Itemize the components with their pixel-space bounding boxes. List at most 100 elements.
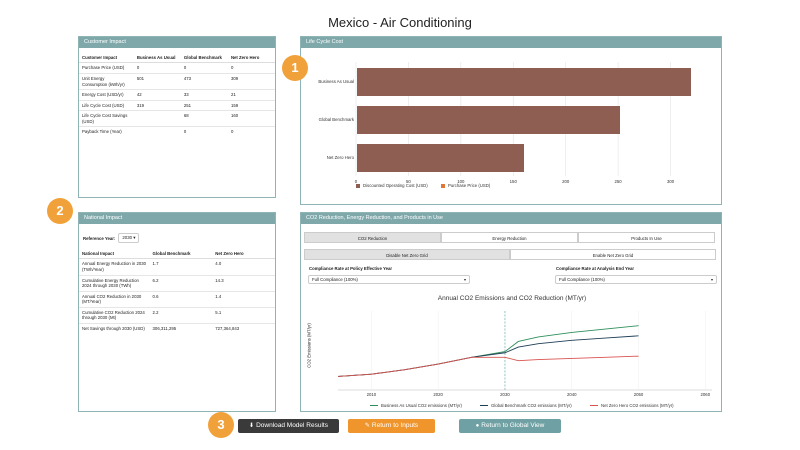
step-badge-3: 3	[208, 412, 234, 438]
row-label: Annual CO2 Reduction in 2030 (MT/Year)	[79, 290, 150, 308]
legend-label: Business As Usual CO2 emissions (MT/yr)	[381, 403, 463, 408]
x-tick-label: 50	[406, 179, 411, 184]
download-icon: ⬇	[249, 423, 255, 429]
row-label: Unit Energy Consumption (kWh/yr)	[79, 72, 134, 90]
cell-value	[133, 126, 181, 137]
tab-co2-reduction[interactable]: CO2 Reduction	[304, 232, 441, 243]
cell-value: 319	[133, 99, 181, 111]
co2-line-chart: 2010 2020 2030 2040 2050 2060 Business As Usua…	[337, 311, 712, 408]
x-tick-label: 0	[355, 179, 358, 184]
chevron-down-icon: ▾	[463, 277, 466, 282]
lcc-legend-purchase: Purchase Price (USD)	[441, 183, 490, 188]
legend-label: Global Benchmark CO2 emissions (MT/yr)	[491, 403, 572, 408]
cell-value: 21	[227, 89, 275, 101]
table-row: Cumulative CO2 Reduction 2024 through 20…	[79, 306, 275, 324]
end-year-compliance-value: Full Compliance (100%)	[559, 277, 605, 282]
legend-label: Discounted Operating Cost (USD)	[363, 183, 428, 188]
series-line	[337, 335, 639, 377]
bar	[357, 68, 692, 96]
national-impact-panel: National Impact Reference Year: 2030 ▾ N…	[78, 212, 276, 412]
column-header: Business As Usual	[133, 53, 181, 64]
cell-value: 0	[133, 62, 181, 74]
column-header: National Impact	[79, 249, 150, 260]
row-label: Net Savings through 2030 (USD)	[79, 322, 150, 334]
cell-value: 68	[180, 110, 228, 127]
chevron-down-icon: ▾	[710, 277, 713, 282]
edit-icon: ✎	[364, 423, 370, 429]
global-label: Return to Global View	[481, 422, 545, 429]
row-label: Life Cycle Cost (USD)	[79, 99, 134, 111]
co2-panel-header: CO2 Reduction, Energy Reduction, and Pro…	[301, 213, 721, 224]
cell-value: 159	[227, 99, 275, 111]
category-label: Business As Usual	[318, 79, 354, 84]
co2-panel: CO2 Reduction, Energy Reduction, and Pro…	[300, 212, 722, 412]
x-tick-label: 2020	[433, 392, 443, 397]
table-row: Cumulative Energy Reduction 2024 through…	[79, 274, 275, 292]
row-label: Cumulative CO2 Reduction 2024 through 20…	[79, 306, 150, 324]
cell-value: 6.2	[149, 274, 213, 292]
bar	[357, 106, 621, 134]
table-row: Energy Cost (USD/yr) 42 33 21	[79, 89, 275, 101]
series-line	[337, 355, 639, 377]
table-row: Annual Energy Reduction in 2030 (TWh/Yea…	[79, 258, 275, 276]
customer-impact-panel: Customer Impact Customer Impact Business…	[78, 36, 276, 198]
national-impact-table: National Impact Global Benchmark Net Zer…	[79, 249, 275, 334]
co2-chart-title: Annual CO2 Emissions and CO2 Reduction (…	[437, 295, 587, 302]
return-to-global-view-button[interactable]: ● Return to Global View	[459, 419, 561, 433]
bar	[357, 144, 524, 172]
end-year-compliance-select[interactable]: Full Compliance (100%) ▾	[555, 275, 717, 284]
enable-net-zero-grid-button[interactable]: Enable Net Zero Grid	[510, 249, 716, 260]
x-tick-label: 100	[457, 179, 465, 184]
x-tick-label: 2050	[634, 392, 644, 397]
x-tick-label: 200	[562, 179, 570, 184]
download-label: Download Model Results	[256, 422, 328, 429]
cell-value: 501	[133, 72, 181, 90]
x-tick-label: 150	[510, 179, 518, 184]
cell-value: 1.4	[212, 290, 275, 308]
cell-value: 5.1	[212, 306, 275, 324]
cell-value: 0	[227, 62, 275, 74]
category-label: Net Zero Hero	[326, 155, 354, 160]
policy-year-compliance-label: Compliance Rate at Policy Effective Year	[309, 266, 393, 271]
table-row: Life Cycle Cost (USD) 319 251 159	[79, 99, 275, 111]
reference-year-row: Reference Year: 2030 ▾	[83, 233, 140, 243]
cell-value: 0.6	[149, 290, 213, 308]
cell-value	[133, 110, 181, 127]
x-tick-label: 2010	[367, 392, 377, 397]
column-header: Net Zero Hero	[212, 249, 275, 260]
cell-value: 160	[227, 110, 275, 127]
step-badge-1: 1	[282, 55, 308, 81]
reference-year-value: 2030	[122, 235, 132, 240]
cell-value: 727,364,843	[212, 322, 275, 334]
legend-label: Purchase Price (USD)	[448, 183, 491, 188]
cell-value: 33	[180, 89, 228, 101]
tab-products-in-use[interactable]: Products In Use	[578, 232, 715, 243]
national-impact-header: National Impact	[79, 213, 275, 224]
row-label: Payback Time (Year)	[79, 126, 134, 137]
row-label: Life Cycle Cost Savings (USD)	[79, 110, 134, 127]
life-cycle-cost-panel: Life Cycle Cost 0 50 100 150 200 250 300 Busin…	[300, 36, 722, 205]
return-to-inputs-button[interactable]: ✎ Return to Inputs	[348, 419, 435, 433]
reference-year-select[interactable]: 2030 ▾	[118, 233, 140, 243]
inputs-label: Return to Inputs	[371, 422, 419, 429]
row-label: Purchase Price (USD)	[79, 62, 134, 74]
co2-tabs: CO2 Reduction Energy Reduction Products …	[304, 232, 715, 243]
cell-value: 309	[227, 72, 275, 90]
cell-value: 4.0	[212, 258, 275, 276]
chevron-down-icon: ▾	[133, 235, 136, 240]
customer-impact-table: Customer Impact Business As Usual Global…	[79, 53, 275, 137]
cell-value: 251	[180, 99, 228, 111]
step-badge-2: 2	[47, 198, 73, 224]
cell-value: 1.7	[149, 258, 213, 276]
disable-net-zero-grid-button[interactable]: Disable Net Zero Grid	[304, 249, 510, 260]
policy-year-compliance-select[interactable]: Full Compliance (100%) ▾	[308, 275, 470, 284]
cell-value: 0	[180, 126, 228, 137]
row-label: Energy Cost (USD/yr)	[79, 89, 134, 101]
legend-swatch	[356, 183, 360, 188]
life-cycle-cost-header: Life Cycle Cost	[301, 37, 721, 48]
row-label: Annual Energy Reduction in 2030 (TWh/Yea…	[79, 258, 150, 276]
end-year-compliance-label: Compliance Rate at Analysis End Year	[556, 266, 635, 271]
download-model-results-button[interactable]: ⬇ Download Model Results	[238, 419, 339, 433]
tab-energy-reduction[interactable]: Energy Reduction	[441, 232, 578, 243]
table-row: Net Savings through 2030 (USD) 306,311,2…	[79, 322, 275, 334]
